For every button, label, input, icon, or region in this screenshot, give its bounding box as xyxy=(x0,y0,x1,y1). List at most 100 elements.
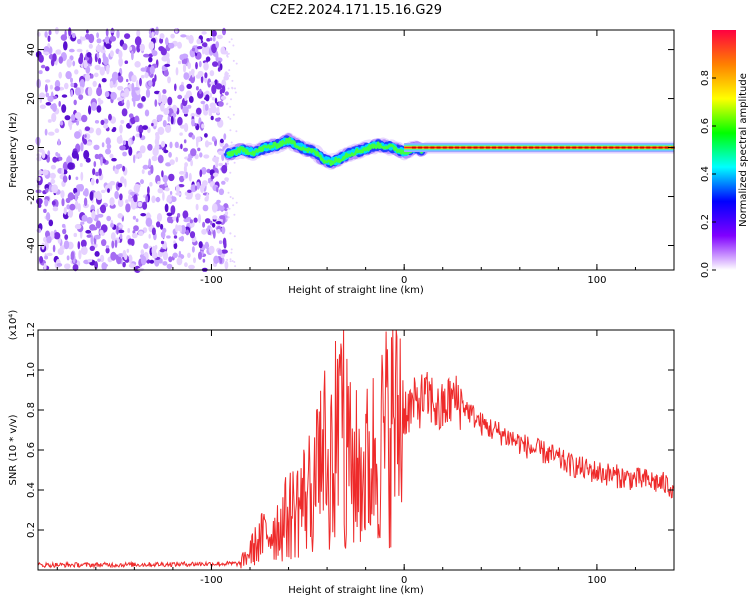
noise-blob xyxy=(189,231,196,239)
noise-blob xyxy=(199,88,202,95)
noise-blob xyxy=(104,36,111,44)
noise-blob xyxy=(215,83,223,90)
noise-blob xyxy=(108,113,112,121)
noise-blob xyxy=(202,221,206,228)
noise-blob xyxy=(119,124,123,134)
noise-blob xyxy=(88,105,92,115)
colorbar-gradient xyxy=(712,30,736,270)
noise-blob xyxy=(55,152,59,157)
noise-blob xyxy=(97,97,102,103)
noise-blob xyxy=(178,60,182,65)
noise-blob xyxy=(177,94,183,100)
noise-blob xyxy=(135,218,139,223)
noise-blob xyxy=(154,144,160,151)
noise-blob xyxy=(54,27,59,35)
noise-blob xyxy=(47,35,51,42)
noise-blob xyxy=(101,263,109,268)
noise-blob xyxy=(145,88,151,98)
noise-blob xyxy=(182,106,189,115)
noise-speck xyxy=(230,141,233,144)
noise-blob xyxy=(170,115,174,125)
y-tick-label: -40 xyxy=(26,237,37,253)
noise-speck xyxy=(229,171,232,174)
noise-blob xyxy=(36,156,42,162)
noise-blob xyxy=(154,74,157,82)
noise-blob xyxy=(85,65,91,74)
noise-blob xyxy=(36,176,41,182)
noise-blob xyxy=(52,206,59,212)
noise-blob xyxy=(122,165,126,172)
noise-blob xyxy=(74,223,82,230)
noise-blob xyxy=(106,143,112,149)
noise-blob xyxy=(101,142,105,148)
noise-blob xyxy=(200,100,206,105)
noise-blob xyxy=(165,124,172,133)
noise-blob xyxy=(176,216,179,223)
noise-blob xyxy=(61,223,66,228)
noise-blob xyxy=(219,88,223,95)
noise-speck xyxy=(235,201,238,204)
noise-blob xyxy=(212,172,219,177)
noise-blob xyxy=(164,182,168,187)
noise-blob xyxy=(100,156,103,166)
noise-blob xyxy=(77,38,82,45)
noise-blob xyxy=(198,251,202,260)
snr-y-multiplier: (x10⁴) xyxy=(8,310,19,341)
spectrogram-panel: -100 0 100 -40 -20 0 20 40 Height of straight … xyxy=(8,26,679,296)
noise-blob xyxy=(218,101,224,107)
noise-blob xyxy=(72,60,76,67)
noise-blob xyxy=(175,156,179,163)
noise-blob xyxy=(58,100,61,107)
noise-blob xyxy=(109,35,117,42)
noise-blob xyxy=(142,201,148,210)
noise-blob xyxy=(100,119,105,126)
noise-blob xyxy=(85,141,93,146)
noise-blob xyxy=(218,162,223,167)
noise-blob xyxy=(93,144,100,150)
noise-blob xyxy=(194,45,199,54)
noise-blob xyxy=(109,180,116,186)
noise-blob xyxy=(162,251,168,261)
noise-blob xyxy=(139,77,142,87)
noise-blob xyxy=(69,123,72,131)
noise-blob xyxy=(117,75,124,83)
noise-blob xyxy=(202,258,206,263)
noise-speck xyxy=(233,161,236,164)
noise-blob xyxy=(87,258,93,263)
noise-blob xyxy=(130,116,136,125)
noise-blob xyxy=(191,118,195,127)
noise-speck xyxy=(234,265,237,268)
noise-blob xyxy=(126,78,129,83)
noise-blob xyxy=(140,213,147,217)
noise-blob xyxy=(166,235,171,239)
noise-blob xyxy=(170,205,176,215)
noise-blob xyxy=(94,261,98,270)
noise-blob xyxy=(84,134,87,138)
noise-blob xyxy=(122,261,126,268)
noise-blob xyxy=(57,138,61,146)
noise-blob xyxy=(43,208,47,213)
noise-blob xyxy=(118,253,124,258)
noise-blob xyxy=(178,184,185,188)
noise-blob xyxy=(202,103,206,113)
noise-blob xyxy=(127,138,132,147)
noise-blob xyxy=(216,199,221,204)
noise-blob xyxy=(197,147,201,152)
noise-blob xyxy=(195,74,201,79)
y-tick-label: 0.2 xyxy=(26,522,37,538)
noise-blob xyxy=(142,125,149,130)
snr-y-ticks: 0.2 0.4 0.6 0.8 1.0 1.2 xyxy=(26,322,674,538)
noise-blob xyxy=(177,116,183,126)
noise-blob xyxy=(185,171,189,179)
noise-blob xyxy=(101,239,107,247)
noise-blob xyxy=(84,126,91,131)
noise-blob xyxy=(162,261,168,266)
noise-blob xyxy=(41,169,49,176)
noise-blob xyxy=(109,80,114,89)
noise-blob xyxy=(87,86,93,97)
noise-blob xyxy=(201,123,205,129)
snr-x-label: Height of straight line (km) xyxy=(288,585,424,596)
noise-speck xyxy=(231,79,234,82)
noise-blob xyxy=(216,186,219,193)
noise-blob xyxy=(210,115,214,121)
